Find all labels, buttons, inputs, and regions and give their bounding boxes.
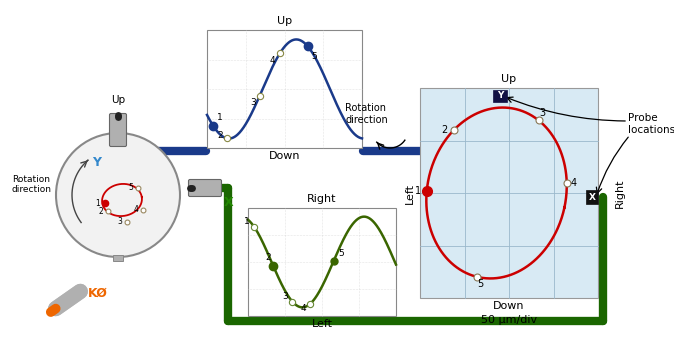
FancyBboxPatch shape	[109, 113, 127, 147]
Text: Rotation
direction: Rotation direction	[345, 103, 388, 125]
FancyBboxPatch shape	[189, 180, 222, 197]
Text: Down: Down	[269, 151, 300, 161]
Text: 5: 5	[478, 279, 484, 289]
Text: 1: 1	[415, 186, 421, 195]
Circle shape	[56, 133, 180, 257]
Text: KØ: KØ	[88, 287, 108, 300]
Bar	[113, 255, 123, 261]
Text: 5: 5	[312, 52, 317, 61]
Text: Y: Y	[92, 157, 101, 170]
Text: 4: 4	[270, 56, 276, 65]
Text: Down: Down	[493, 301, 525, 311]
Text: 5: 5	[128, 184, 133, 193]
Text: 3: 3	[282, 292, 288, 301]
Text: Up: Up	[501, 74, 516, 84]
Text: 5: 5	[338, 248, 344, 257]
Text: 2: 2	[441, 125, 448, 135]
Text: Up: Up	[277, 16, 292, 26]
Bar	[493, 90, 507, 102]
Text: 2: 2	[98, 207, 103, 216]
Text: 2: 2	[266, 253, 271, 262]
Bar	[248, 208, 396, 316]
Text: 4: 4	[133, 206, 138, 215]
Text: X: X	[224, 197, 234, 210]
Text: Left: Left	[405, 183, 415, 203]
Bar	[420, 88, 598, 298]
Text: 4: 4	[571, 178, 577, 188]
Bar	[586, 190, 598, 204]
Text: Left: Left	[311, 319, 332, 329]
Text: 1: 1	[217, 113, 223, 122]
Text: Y: Y	[497, 91, 503, 100]
Text: 3: 3	[117, 217, 122, 226]
Text: 3: 3	[540, 108, 546, 118]
Text: X: X	[588, 193, 596, 202]
Text: 4: 4	[301, 304, 306, 313]
Text: 2: 2	[217, 131, 223, 140]
Text: Right: Right	[307, 194, 337, 204]
Bar	[207, 30, 362, 148]
Text: Up: Up	[111, 95, 125, 105]
Text: Rotation
direction: Rotation direction	[12, 175, 52, 194]
Text: 50 μm/div: 50 μm/div	[481, 315, 537, 325]
Text: Probe
locations: Probe locations	[628, 113, 674, 135]
Text: 3: 3	[250, 98, 255, 107]
Text: 1: 1	[244, 217, 250, 226]
Text: Right: Right	[615, 178, 625, 208]
Text: 1: 1	[95, 198, 100, 207]
